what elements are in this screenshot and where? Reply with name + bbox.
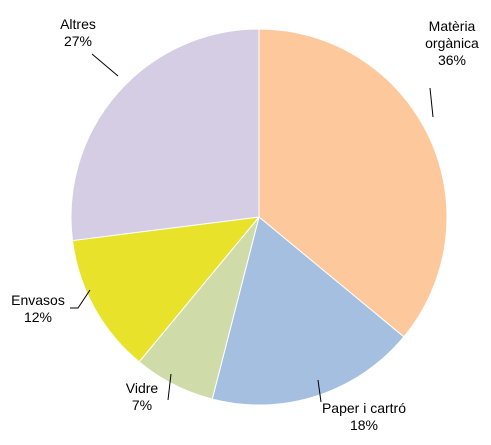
slice-label: Vidre 7% xyxy=(87,380,197,414)
slice-label: Paper i cartró 18% xyxy=(309,400,419,434)
slice-label: Matèria orgànica 36% xyxy=(417,18,487,69)
value-label: 27% xyxy=(63,33,93,49)
pie-slice xyxy=(71,216,261,363)
value-label: 12% xyxy=(23,309,53,325)
category-label: Vidre xyxy=(125,380,159,396)
pie-slice xyxy=(258,28,448,338)
leader-line xyxy=(429,87,434,118)
leader-line xyxy=(70,289,91,309)
category-label: Paper i cartró xyxy=(321,400,407,416)
value-label: 36% xyxy=(437,52,467,68)
slice-label: Altres 27% xyxy=(23,16,133,50)
leader-line xyxy=(167,373,172,401)
category-label: Envasos xyxy=(11,292,65,308)
category-label: Matèria orgànica xyxy=(425,18,479,51)
leader-line xyxy=(91,53,119,77)
value-label: 18% xyxy=(349,417,379,433)
pie-slice xyxy=(211,216,405,406)
pie-slice xyxy=(70,28,260,242)
value-label: 7% xyxy=(131,397,153,413)
category-label: Altres xyxy=(60,16,96,32)
slice-label: Envasos 12% xyxy=(0,292,93,326)
leader-line xyxy=(317,379,322,403)
